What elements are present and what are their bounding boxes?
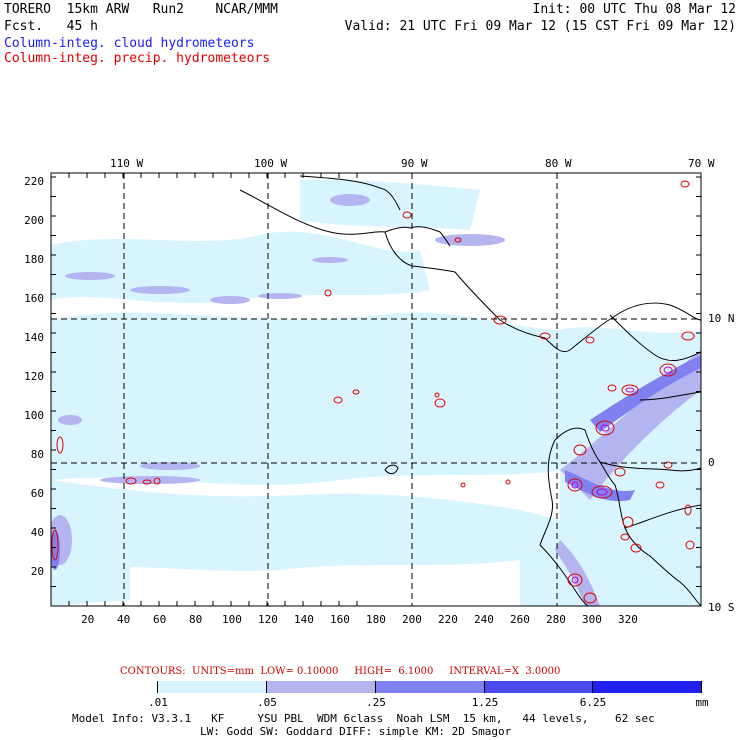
x-tick-label: 300 [582,613,602,626]
contours-info: CONTOURS: UNITS=mm LOW= 0.10000 HIGH= 6.… [120,666,561,677]
color-bar-label: .25 [366,696,386,709]
init-time: Init: 00 UTC Thu 08 Mar 12 [532,2,737,17]
y-tick-label: 180 [24,253,44,266]
y-tick-label: 200 [24,214,44,227]
y-tick-label: 160 [24,292,44,305]
lon-label-110w: 110 W [110,157,144,170]
precip-contours-inner [571,366,673,584]
y-tick-label: 60 [30,487,44,500]
y-tick-label: 140 [24,331,44,344]
x-tick-label: 120 [258,613,278,626]
color-bar-label: .05 [257,696,277,709]
x-tick-label: 100 [222,613,242,626]
y-tick-label: 220 [24,175,44,188]
x-tick-label: 140 [294,613,314,626]
color-bar-segment [376,681,485,693]
lat-lon-grid [51,173,701,606]
lon-label-80w: 80 W [545,157,572,170]
x-tick-label: 60 [153,613,167,626]
field-precip-label: Column-integ. precip. hydrometeors [4,51,271,66]
x-tick-label: 20 [81,613,95,626]
lon-label-70w: 70 W [688,157,715,170]
lon-label-100w: 100 W [254,157,288,170]
color-bar-segment [51,681,158,693]
axis-ticks [50,173,701,607]
cloud-field [51,179,701,606]
color-bar-label: .01 [148,696,168,709]
x-tick-label: 200 [402,613,422,626]
x-tick-label: 280 [546,613,566,626]
lat-label-10s: 10 S [708,601,735,614]
coastlines [239,175,701,606]
x-tick-label: 220 [438,613,458,626]
lat-label-10n: 10 N [708,312,735,325]
y-tick-label: 20 [30,565,44,578]
color-bar-segment [158,681,267,693]
color-bar-unit: mm [695,696,709,709]
color-bar-label: 1.25 [471,696,499,709]
precip-contours [51,180,695,604]
color-bar-segment [267,681,376,693]
y-tick-label: 40 [30,526,44,539]
x-tick-label: 180 [366,613,386,626]
y-tick-label: 120 [24,370,44,383]
color-bar-label: 6.25 [579,696,607,709]
color-bar-segment [593,681,702,693]
x-tick-label: 80 [189,613,203,626]
physics-info: LW: Godd SW: Goddard DIFF: simple KM: 2D… [200,725,512,738]
model-title: TORERO 15km ARW Run2 NCAR/MMM [4,2,278,17]
x-tick-label: 40 [117,613,131,626]
y-tick-label: 100 [24,409,44,422]
x-tick-label: 160 [330,613,350,626]
model-info: Model Info: V3.3.1 KF YSU PBL WDM 6class… [72,712,655,725]
field-cloud-label: Column-integ. cloud hydrometeors [4,36,255,51]
lon-label-90w: 90 W [401,157,428,170]
x-tick-label: 320 [618,613,638,626]
lat-label-0: 0 [708,456,715,469]
x-tick-label: 240 [474,613,494,626]
color-bar-segment [485,681,593,693]
forecast-hour: Fcst. 45 h [4,19,98,34]
y-tick-label: 80 [30,448,44,461]
x-tick-label: 260 [510,613,530,626]
valid-time: Valid: 21 UTC Fri 09 Mar 12 (15 CST Fri … [344,19,736,34]
